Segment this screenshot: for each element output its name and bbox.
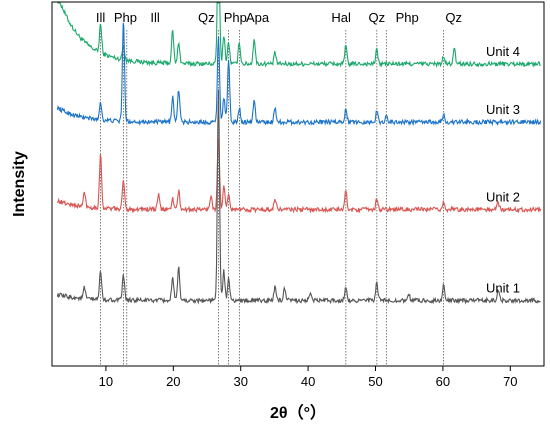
- series-labels: Unit 4 Unit 3 Unit 2 Unit 1: [486, 44, 520, 296]
- phase-label: Php: [396, 10, 419, 25]
- reference-lines: [100, 30, 444, 366]
- series-line: [56, 22, 542, 127]
- phase-label: Php: [224, 10, 247, 25]
- x-tick-label: 20: [166, 374, 180, 389]
- phase-label: Qz: [198, 10, 215, 25]
- x-axis: 10 20 30 40 50 60 70: [99, 366, 518, 389]
- series-line: [56, 89, 541, 305]
- y-axis-label: Intensity: [11, 151, 28, 217]
- phase-label: Ill: [150, 10, 160, 25]
- series-line: [57, 2, 541, 69]
- x-tick-label: 50: [368, 374, 382, 389]
- phase-label: Ill: [96, 10, 106, 25]
- phase-label: Qz: [445, 10, 462, 25]
- series-label: Unit 4: [486, 44, 520, 59]
- series-label: Unit 2: [486, 189, 520, 204]
- series-line: [56, 137, 542, 214]
- x-tick-label: 70: [503, 374, 517, 389]
- x-tick-label: 60: [436, 374, 450, 389]
- phase-label: Php: [114, 10, 137, 25]
- series-label: Unit 3: [486, 102, 520, 117]
- phase-label: Apa: [246, 10, 270, 25]
- phase-label: Qz: [369, 10, 386, 25]
- series-group: [56, 2, 542, 305]
- x-tick-label: 30: [233, 374, 247, 389]
- phase-label: Hal: [331, 10, 351, 25]
- x-axis-label: 2θ（°）: [270, 404, 326, 422]
- series-label: Unit 1: [486, 280, 520, 295]
- x-tick-label: 40: [301, 374, 315, 389]
- plot-frame: [51, 1, 545, 367]
- x-tick-label: 10: [99, 374, 113, 389]
- phase-labels: Ill Php Ill Qz Php Apa Hal Qz Php Qz: [96, 10, 462, 25]
